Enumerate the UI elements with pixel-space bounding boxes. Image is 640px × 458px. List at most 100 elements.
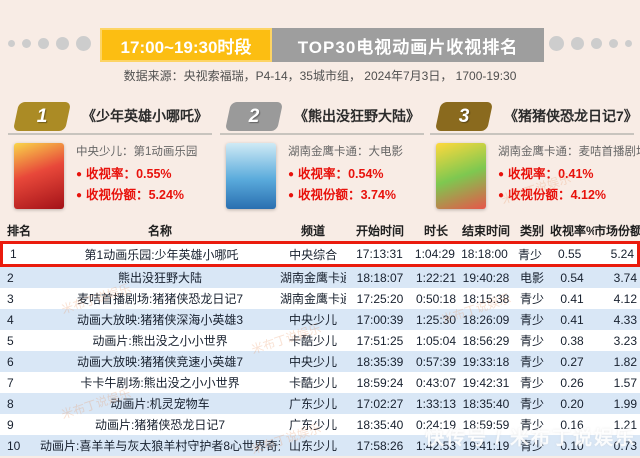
rank-card-1: 1 《少年英雄小哪吒》 中央少儿：第1动画乐园 ● 收视率：0.55% ● 收视份额… [8,102,212,214]
cell-category: 青少 [519,439,544,453]
cell-name: 动画大放映:猪猪侠竞速小英雄7 [76,355,243,369]
cell-start: 17:25:20 [356,291,404,306]
data-source: 数据来源：央视索福瑞，P4-14，35城市组， 2024年7月3日， 1700-… [123,69,517,83]
rank-number: 2 [248,106,260,127]
col-channel: 频道 [300,223,325,238]
cell-end: 18:18:00 [461,247,508,261]
cell-duration: 1:42:53 [415,438,457,453]
cell-duration: 1:05:04 [415,333,457,348]
cell-rank: 10 [7,438,21,453]
table-row-10: 10 动画片:喜羊羊与灰太狼羊村守护者8心世界奇遇 山东少儿 17:58:26 … [0,435,640,456]
share-line: ● 收视份额：4.12% [498,188,640,203]
cell-name: 动画片:熊出没之小小世界 [92,334,228,348]
cell-channel: 山东少儿 [288,439,337,453]
cell-rank: 3 [7,291,14,306]
cell-name: 动画大放映:猪猪侠深海小英雄3 [76,313,243,327]
cell-end: 18:59:59 [462,417,510,432]
cell-end: 19:33:18 [462,354,510,369]
cell-duration: 1:22:21 [415,270,457,285]
cell-rating: 0.10 [560,438,584,453]
cell-share: 1.99 [613,396,637,411]
cell-share: 4.12 [613,291,637,306]
table-header: 排名 名称 频道 开始时间 时长 结束时间 类别 收视率% 市场份额% [0,219,640,241]
rank-3-badge: 3 [434,102,494,131]
dot-icon [609,39,618,48]
cell-rating: 0.54 [560,270,584,285]
rating-value: 0.54% [348,167,384,181]
bullet-icon: ● [288,190,295,201]
cell-channel: 中央少儿 [288,355,337,369]
cell-rating: 0.26 [560,375,584,390]
rank-card-2: 2 《熊出没狂野大陆》 湖南金鹰卡通：大电影 ● 收视率：0.54% ● 收视份额：… [220,102,424,214]
share-label: 收视份额： [86,188,149,202]
share-value: 5.24% [148,188,185,202]
cell-start: 17:02:27 [356,396,404,411]
rank-number: 1 [36,106,48,127]
cell-end: 18:35:40 [462,396,510,411]
cell-rank: 5 [7,333,14,348]
ratings-table: 排名 名称 频道 开始时间 时长 结束时间 类别 收视率% 市场份额% 1 第1… [0,219,640,456]
dot-icon [591,38,602,49]
cell-share: 4.33 [613,312,637,327]
cell-end: 18:26:09 [462,312,510,327]
cell-name: 麦咭首播剧场:猪猪侠恐龙日记7 [76,292,243,306]
cell-share: 3.23 [613,333,637,348]
cell-category: 青少 [519,418,544,432]
cell-category: 青少 [519,313,544,327]
cell-channel: 中央少儿 [288,313,337,327]
cell-rank: 4 [7,312,14,327]
dot-icon [76,36,91,51]
rating-line: ● 收视率：0.54% [288,167,403,182]
rank-card-3: 3 《猪猪侠恐龙日记7》 湖南金鹰卡通：麦咭首播剧场 ● 收视率：0.41% ● 收… [430,102,640,214]
table-row-7: 7 卡卡牛剧场:熊出没之小小世界 卡酷少儿 18:59:24 0:43:07 1… [0,372,640,393]
card-title: 《少年英雄小哪吒》 [82,108,208,124]
cell-rank: 6 [7,354,14,369]
cell-duration: 0:43:07 [415,375,457,390]
col-start-time: 开始时间 [355,223,404,238]
cell-name: 动画片:猪猪侠恐龙日记7 [94,418,225,432]
cell-rating: 0.41 [560,312,584,327]
cell-category: 青少 [519,292,544,306]
cell-share: 1.82 [613,354,637,369]
rank-number: 3 [458,106,470,127]
poster-image [436,143,486,209]
cell-category: 青少 [518,247,543,262]
dot-icon [571,37,584,50]
card-title: 《熊出没狂野大陆》 [294,108,420,124]
channel-line: 中央少儿：第1动画乐园 [76,146,198,158]
channel-line: 湖南金鹰卡通：麦咭首播剧场 [498,146,640,158]
table-row-1-highlighted: 1 第1动画乐园:少年英雄小哪吒 中央综合 17:13:31 1:04:29 1… [0,241,640,267]
cell-channel: 广东少儿 [288,397,337,411]
bullet-icon: ● [76,169,83,180]
share-line: ● 收视份额：3.74% [288,188,403,203]
table-row-9: 9 动画片:猪猪侠恐龙日记7 广东少儿 18:35:40 0:24:19 18:… [0,414,640,435]
cell-name: 第1动画乐园:少年英雄小哪吒 [84,247,239,262]
cell-rating: 0.27 [560,354,584,369]
cell-start: 17:13:31 [356,247,403,261]
cell-channel: 中央综合 [289,247,338,262]
cell-share: 0.73 [613,438,637,453]
cell-category: 青少 [519,376,544,390]
card-body: 湖南金鹰卡通：大电影 ● 收视率：0.54% ● 收视份额：3.74% [220,143,424,209]
cell-share: 1.21 [613,417,637,432]
share-label: 收视份额： [298,188,361,202]
cell-category: 青少 [519,397,544,411]
header-bar: 17:00~19:30时段 TOP30电视动画片收视排名 [100,28,544,62]
bullet-icon: ● [76,190,83,201]
card-info: 中央少儿：第1动画乐园 ● 收视率：0.55% ● 收视份额：5.24% [76,143,197,209]
col-end-time: 结束时间 [461,223,510,238]
rating-label: 收视率： [86,167,137,181]
cell-rank: 2 [7,270,14,285]
cell-name: 熊出没狂野大陆 [117,271,202,285]
decor-dots-right [549,36,632,51]
dot-icon [38,38,49,49]
cell-rating: 0.41 [560,291,584,306]
cell-rating: 0.55 [557,247,582,261]
cell-category: 青少 [519,334,544,348]
cell-rating: 0.38 [560,333,584,348]
card-body: 中央少儿：第1动画乐园 ● 收视率：0.55% ● 收视份额：5.24% [8,143,212,209]
card-info: 湖南金鹰卡通：大电影 ● 收视率：0.54% ● 收视份额：3.74% [288,143,403,209]
table-row-4: 4 动画大放映:猪猪侠深海小英雄3 中央少儿 17:00:39 1:25:30 … [0,309,640,330]
card-header: 1 《少年英雄小哪吒》 [8,102,212,135]
poster-image [14,143,64,209]
